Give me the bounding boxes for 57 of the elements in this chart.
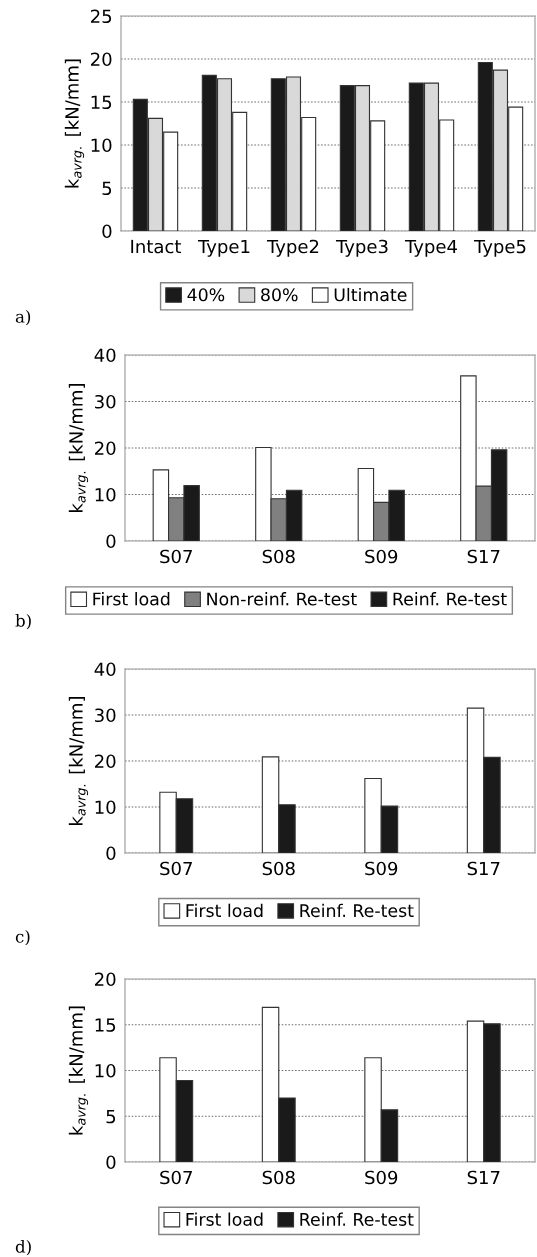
text: b) [15, 613, 31, 630]
y-tick-label: 10 [91, 138, 112, 153]
legend-label: Reinf. Re-test [300, 903, 414, 918]
x-tick-label: S07 [160, 549, 192, 564]
y-tick-label: 20 [95, 972, 116, 987]
y-tick-label: 10 [95, 487, 116, 502]
legend-label: First load [186, 903, 263, 918]
legend-label: 80% [261, 288, 298, 302]
y-tick-label: 30 [95, 708, 116, 723]
legend-label: Reinf. Re-test [393, 592, 507, 606]
legend-label: First load [186, 1212, 263, 1226]
x-tick-label: S17 [467, 549, 500, 564]
y-axis-title: k$_{avrg.}$ [kN/mm] [68, 1006, 89, 1135]
x-tick-label: S09 [365, 861, 398, 876]
x-tick-label: S09 [365, 1170, 398, 1185]
x-tick-label: Type4 [404, 239, 457, 257]
legend-label: Non-reinf. Re-test [207, 592, 357, 606]
x-tick-label: S07 [160, 861, 192, 876]
y-tick-label: 25 [91, 9, 112, 24]
y-tick-label: 20 [95, 441, 116, 456]
y-tick-label: 20 [91, 52, 112, 67]
y-tick-label: 40 [94, 348, 116, 363]
legend-label: Reinf. Re-test [300, 1212, 414, 1226]
y-tick-label: 30 [95, 394, 116, 409]
y-tick-label: 0 [102, 224, 112, 239]
x-tick-label: S08 [262, 1170, 295, 1185]
y-axis-title: k$_{avrg.}$ [kN/mm] [64, 59, 85, 188]
y-tick-label: 5 [102, 181, 112, 196]
y-tick-label: 10 [95, 800, 116, 815]
x-tick-label: S09 [365, 549, 398, 564]
legend-label: First load [93, 592, 170, 606]
y-tick-label: 10 [95, 1063, 116, 1078]
y-axis-title: k$_{avrg.}$ [kN/mm] [68, 697, 89, 825]
x-tick-label: Type2 [266, 239, 319, 257]
text: d) [15, 1239, 31, 1256]
y-axis-title: k$_{avrg.}$ [kN/mm] [68, 384, 89, 512]
text: c) [15, 929, 30, 946]
x-tick-label: S17 [467, 1170, 500, 1185]
y-tick-label: 5 [106, 1109, 116, 1124]
legend-label: 40% [187, 288, 225, 302]
text: a) [15, 309, 31, 326]
y-tick-label: 0 [106, 846, 116, 861]
x-tick-label: Type1 [197, 239, 250, 257]
y-tick-label: 0 [106, 534, 116, 549]
x-tick-label: S17 [467, 861, 500, 876]
x-tick-label: S08 [262, 861, 295, 876]
y-tick-label: 15 [91, 95, 112, 110]
x-tick-label: Intact [131, 239, 182, 254]
legend-label: Ultimate [334, 287, 407, 302]
y-tick-label: 20 [95, 754, 116, 769]
y-tick-label: 15 [95, 1018, 116, 1032]
x-tick-label: Type3 [335, 239, 388, 257]
x-tick-label: S07 [160, 1170, 192, 1185]
y-tick-label: 0 [106, 1155, 116, 1170]
y-tick-label: 40 [94, 662, 116, 677]
x-tick-label: Type5 [473, 239, 526, 257]
x-tick-label: S08 [262, 549, 295, 564]
